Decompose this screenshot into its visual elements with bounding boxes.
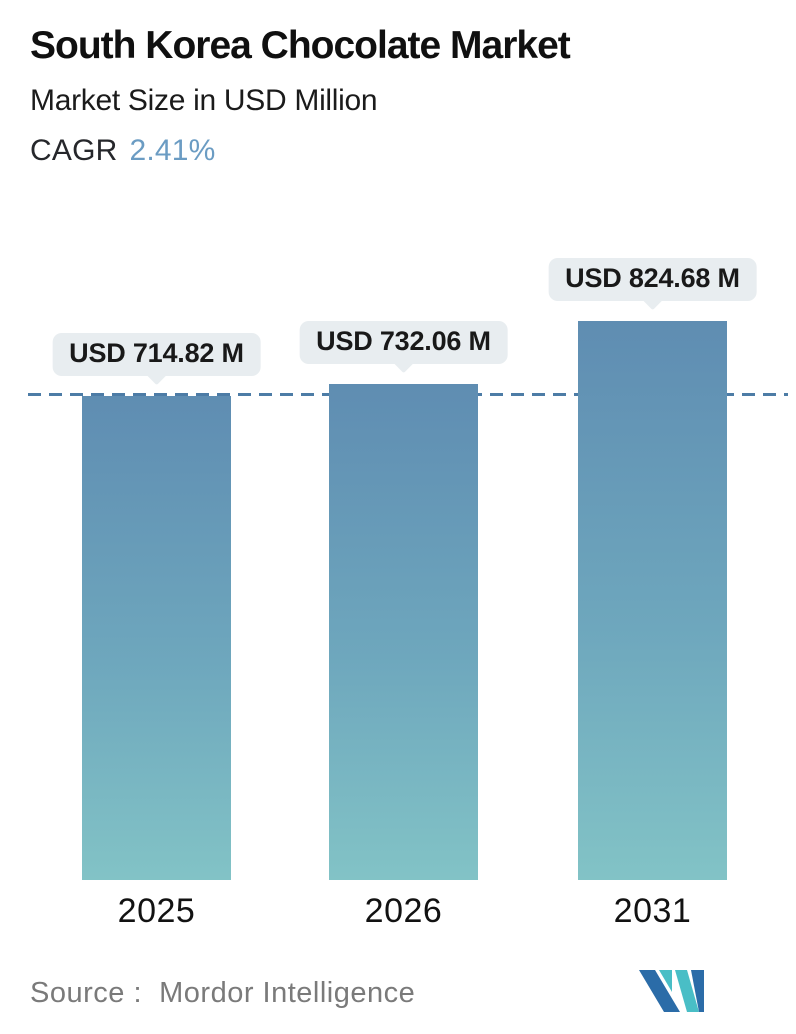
source-value: Mordor Intelligence	[159, 977, 416, 1009]
value-callout-2025: USD 714.82 M	[52, 333, 261, 376]
bar-2026	[329, 384, 478, 880]
x-axis-label-2031: 2031	[613, 892, 692, 930]
value-callout-2031: USD 824.68 M	[548, 258, 757, 301]
chart-subtitle: Market Size in USD Million	[30, 84, 378, 117]
cagr-value: 2.41%	[129, 134, 216, 167]
x-axis-label-2026: 2026	[364, 892, 443, 930]
cagr-label: CAGR	[30, 134, 118, 167]
source-attribution: Source : Mordor Intelligence	[30, 977, 415, 1010]
x-axis-label-2025: 2025	[117, 892, 196, 930]
cagr-row: CAGR 2.41%	[30, 134, 216, 168]
value-callout-2026: USD 732.06 M	[299, 321, 508, 364]
mordor-intelligence-logo	[639, 970, 704, 1012]
source-label: Source :	[30, 977, 142, 1009]
bar-2025	[82, 396, 231, 880]
bar-2031	[578, 321, 727, 880]
chart-title: South Korea Chocolate Market	[30, 24, 571, 67]
